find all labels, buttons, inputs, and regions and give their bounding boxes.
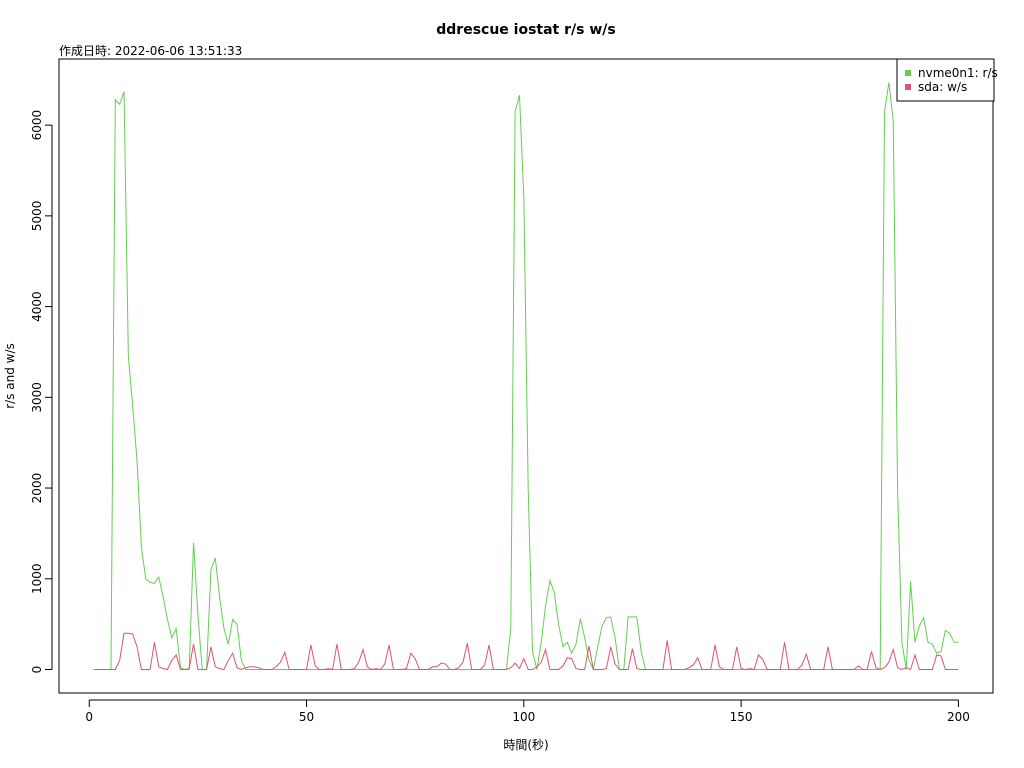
legend-box: [896, 58, 995, 102]
y-tick-label: 3000: [30, 382, 44, 413]
y-tick-label: 0: [30, 666, 44, 674]
y-tick-label: 2000: [30, 473, 44, 504]
y-tick-label: 5000: [30, 201, 44, 232]
y-tick-label: 4000: [30, 291, 44, 322]
legend-swatch: [905, 84, 911, 90]
chart-subtitle: 作成日時: 2022-06-06 13:51:33: [59, 44, 242, 58]
y-tick-label: 6000: [30, 110, 44, 141]
x-tick-label: 0: [85, 710, 93, 724]
legend-label: sda: w/s: [918, 80, 967, 94]
y-tick-label: 1000: [30, 564, 44, 595]
chart-title: ddrescue iostat r/s w/s: [436, 22, 615, 38]
x-axis-label: 時間(秒): [503, 738, 548, 752]
legend-label: nvme0n1: r/s: [918, 66, 998, 80]
x-tick-label: 100: [512, 710, 535, 724]
x-tick-label: 150: [730, 710, 753, 724]
y-axis-label: r/s and w/s: [3, 343, 17, 409]
plot-frame: [58, 58, 994, 694]
x-tick-label: 50: [299, 710, 314, 724]
series-line: [93, 82, 959, 672]
series-line: [93, 632, 959, 671]
legend-swatch: [905, 70, 911, 76]
x-tick-label: 200: [947, 710, 970, 724]
